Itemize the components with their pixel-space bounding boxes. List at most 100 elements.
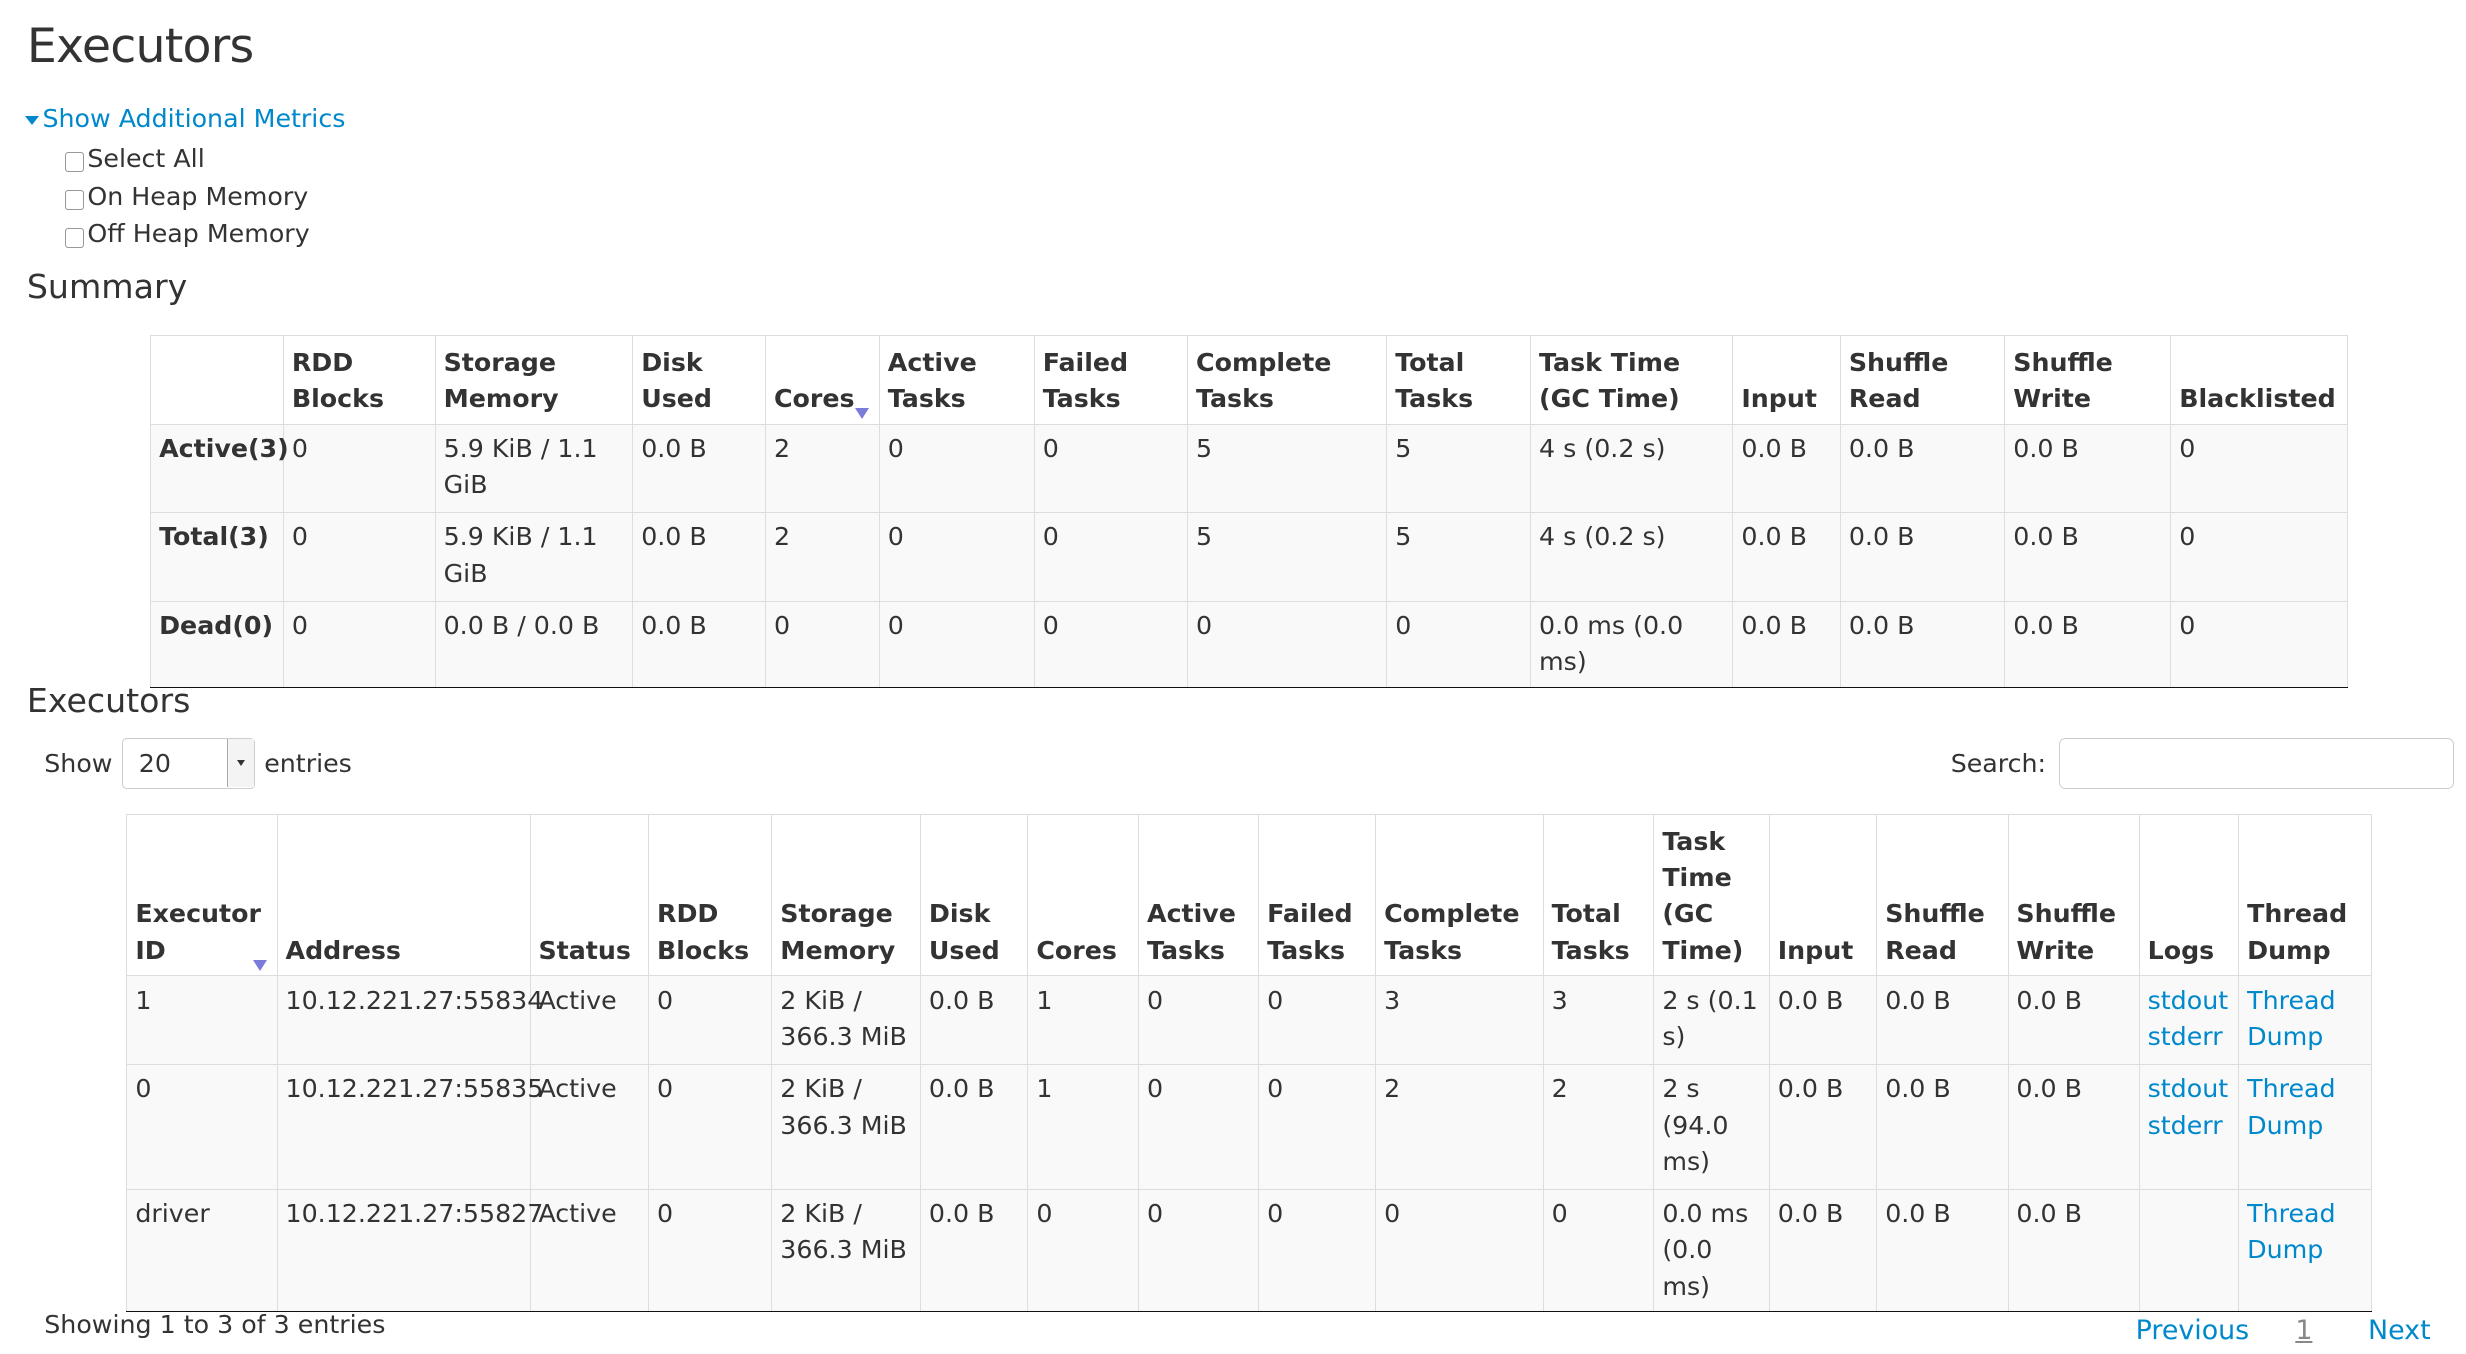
- log-link-stdout[interactable]: stdout: [2147, 1074, 2229, 1104]
- cell-shuffle-read: 0.0 B: [1839, 600, 2006, 689]
- show-additional-metrics-toggle[interactable]: Show Additional Metrics: [25, 104, 345, 133]
- cell-blank: Total(3): [150, 512, 284, 602]
- column-header-storage-memory[interactable]: Storage Memory: [771, 814, 921, 977]
- metric-option-off-heap-memory[interactable]: Off Heap Memory: [64, 215, 310, 253]
- cell-thread-dump: Thread Dump: [2238, 1188, 2373, 1313]
- cell-logs: [2138, 1188, 2240, 1313]
- cell-address: 10.12.221.27:55827: [276, 1188, 543, 1313]
- column-header-logs[interactable]: Logs: [2138, 814, 2240, 977]
- cell-cores: 0: [765, 600, 880, 689]
- cell-total-tasks: 5: [1386, 423, 1532, 514]
- cell-task-time-gc-time: 0.0 ms (0.0 ms): [1653, 1188, 1770, 1313]
- next-button[interactable]: Next: [2368, 1315, 2431, 1346]
- checkbox[interactable]: [64, 152, 85, 172]
- cell-complete-tasks: 5: [1187, 512, 1388, 602]
- column-header-label: Logs: [2147, 935, 2215, 965]
- cell-blank: Active(3): [150, 423, 289, 514]
- table-row: driver 10.12.221.27:55827 Active 0 2 KiB / 3…: [126, 1188, 2373, 1313]
- metric-option-on-heap-memory[interactable]: On Heap Memory: [64, 177, 310, 215]
- cell-blacklisted: 0: [2170, 512, 2349, 602]
- cell-status: Active: [529, 1063, 650, 1190]
- cell-thread-dump: Thread Dump: [2238, 1063, 2373, 1190]
- column-header-label: Disk Used: [928, 899, 1000, 965]
- column-header-label: Shuffle Read: [1848, 347, 1949, 413]
- cell-executor-id: driver: [126, 1188, 278, 1313]
- cell-storage-memory: 2 KiB / 366.3 MiB: [771, 1188, 921, 1313]
- cell-active-tasks: 0: [878, 600, 1035, 689]
- column-header-failed-tasks[interactable]: Failed Tasks: [1258, 814, 1377, 977]
- metric-option-label: Select All: [87, 143, 205, 173]
- dropdown-arrow-icon[interactable]: [227, 739, 254, 787]
- metric-option-select-all[interactable]: Select All: [64, 139, 310, 177]
- column-header-input[interactable]: Input: [1732, 335, 1841, 425]
- column-header-active-tasks[interactable]: Active Tasks: [878, 335, 1035, 425]
- column-header-storage-memory[interactable]: Storage Memory: [434, 335, 634, 425]
- search-input[interactable]: [2058, 738, 2454, 789]
- cell-active-tasks: 0: [1138, 975, 1260, 1065]
- cell-active-tasks: 0: [1138, 1063, 1260, 1190]
- cell-shuffle-read: 0.0 B: [1876, 1188, 2009, 1313]
- show-additional-metrics-link[interactable]: Show Additional Metrics: [42, 104, 346, 134]
- entries-select[interactable]: 20: [121, 738, 255, 789]
- cell-shuffle-read: 0.0 B: [1876, 1063, 2009, 1190]
- column-header-complete-tasks[interactable]: Complete Tasks: [1375, 814, 1544, 977]
- checkbox[interactable]: [64, 228, 85, 248]
- column-header-total-tasks[interactable]: Total Tasks: [1542, 814, 1655, 977]
- thread-dump-link[interactable]: Thread Dump: [2247, 985, 2336, 1052]
- cell-address: 10.12.221.27:55834: [276, 975, 543, 1065]
- next-link[interactable]: Next: [2368, 1315, 2431, 1347]
- search-label: Search:: [1950, 749, 2047, 778]
- column-header-task-time-gc-time[interactable]: Task Time (GC Time): [1653, 814, 1770, 977]
- column-header-label: Failed Tasks: [1267, 899, 1353, 965]
- column-header-cores[interactable]: Cores: [765, 335, 880, 425]
- cell-cores: 0: [1027, 1188, 1140, 1313]
- log-link-stdout[interactable]: stdout: [2147, 985, 2229, 1015]
- column-header-label: Task Time (GC Time): [1662, 826, 1744, 965]
- cell-input: 0.0 B: [1732, 512, 1841, 602]
- cell-blacklisted: 0: [2170, 423, 2349, 514]
- column-header-cores[interactable]: Cores: [1027, 814, 1140, 977]
- log-link-stderr[interactable]: stderr: [2147, 1022, 2223, 1052]
- cell-storage-memory: 0.0 B / 0.0 B: [434, 600, 634, 689]
- checkbox[interactable]: [64, 190, 85, 210]
- caret-down-icon: [25, 115, 40, 125]
- column-header-rdd-blocks[interactable]: RDD Blocks: [648, 814, 773, 977]
- column-header-disk-used[interactable]: Disk Used: [919, 814, 1029, 977]
- cell-active-tasks: 0: [878, 512, 1035, 602]
- column-header-label: Shuffle Read: [1885, 899, 1985, 965]
- column-header-disk-used[interactable]: Disk Used: [632, 335, 767, 425]
- column-header-rdd-blocks[interactable]: RDD Blocks: [282, 335, 436, 425]
- column-header-task-time-gc-time[interactable]: Task Time (GC Time): [1530, 335, 1734, 425]
- cell-input: 0.0 B: [1768, 1063, 1878, 1190]
- column-header-input[interactable]: Input: [1768, 814, 1878, 977]
- column-header-executor-id[interactable]: Executor ID: [126, 814, 278, 977]
- thread-dump-link[interactable]: Thread Dump: [2247, 1074, 2336, 1140]
- column-header-blank[interactable]: [150, 335, 284, 425]
- column-header-label: Shuffle Write: [2016, 899, 2116, 965]
- cell-rdd-blocks: 0: [648, 975, 773, 1065]
- column-header-label: RDD Blocks: [656, 899, 750, 965]
- column-header-total-tasks[interactable]: Total Tasks: [1386, 335, 1532, 425]
- column-header-failed-tasks[interactable]: Failed Tasks: [1033, 335, 1189, 425]
- column-header-label: Address: [285, 935, 401, 965]
- entries-length-control: Show 20 entries: [44, 738, 352, 789]
- cell-disk-used: 0.0 B: [632, 512, 767, 602]
- cell-active-tasks: 0: [1138, 1188, 1260, 1313]
- page-title: Executors: [26, 18, 254, 74]
- column-header-complete-tasks[interactable]: Complete Tasks: [1187, 335, 1388, 425]
- column-header-shuffle-read[interactable]: Shuffle Read: [1839, 335, 2006, 425]
- column-header-status[interactable]: Status: [529, 814, 650, 977]
- thread-dump-link[interactable]: Thread Dump: [2247, 1199, 2336, 1265]
- column-header-shuffle-write[interactable]: Shuffle Write: [2004, 335, 2172, 425]
- column-header-address[interactable]: Address: [276, 814, 531, 977]
- column-header-thread-dump[interactable]: Thread Dump: [2238, 814, 2373, 977]
- previous-button[interactable]: Previous: [2136, 1315, 2250, 1346]
- column-header-shuffle-read[interactable]: Shuffle Read: [1876, 814, 2009, 977]
- page-1-button[interactable]: 1: [2295, 1315, 2313, 1347]
- column-header-active-tasks[interactable]: Active Tasks: [1138, 814, 1260, 977]
- column-header-blacklisted[interactable]: Blacklisted: [2170, 335, 2349, 425]
- previous-link[interactable]: Previous: [2135, 1315, 2250, 1347]
- log-link-stderr[interactable]: stderr: [2147, 1110, 2223, 1140]
- column-header-shuffle-write[interactable]: Shuffle Write: [2007, 814, 2140, 977]
